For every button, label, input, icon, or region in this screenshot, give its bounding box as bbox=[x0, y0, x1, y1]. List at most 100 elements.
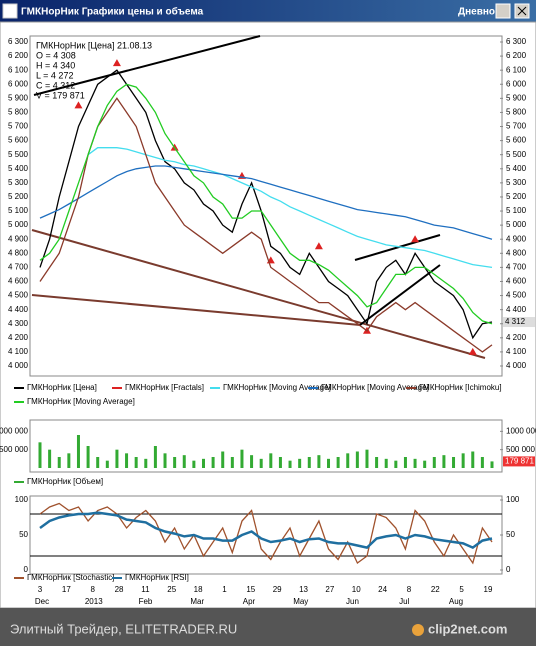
y-tick-label: 6 100 bbox=[506, 65, 527, 74]
y-tick-label: 4 900 bbox=[506, 234, 527, 243]
x-tick-label: 1 bbox=[222, 585, 227, 594]
trend-line bbox=[33, 35, 261, 96]
volume-panel bbox=[29, 419, 503, 473]
x-tick-label: 27 bbox=[325, 585, 334, 594]
volume-bar bbox=[144, 458, 148, 468]
y-tick-label: 500 000 bbox=[506, 445, 535, 454]
title-bar bbox=[0, 0, 536, 22]
y-tick-label: 4 500 bbox=[506, 291, 527, 300]
x-tick-label: 29 bbox=[273, 585, 282, 594]
volume-bar bbox=[259, 458, 263, 468]
y-tick-label: 0 bbox=[506, 565, 511, 574]
x-tick-label: 19 bbox=[484, 585, 493, 594]
series-line bbox=[39, 97, 493, 353]
x-tick-label: 15 bbox=[246, 585, 255, 594]
y-tick-label: 5 500 bbox=[506, 150, 527, 159]
volume-bar bbox=[490, 461, 494, 468]
volume-bar bbox=[471, 451, 475, 468]
y-tick-label: 5 900 bbox=[8, 93, 29, 102]
footer-brand: clip2net.com bbox=[428, 621, 507, 636]
y-tick-label: 5 700 bbox=[506, 122, 527, 131]
info-text: C = 4 312 bbox=[36, 80, 75, 90]
volume-bar bbox=[355, 451, 359, 468]
volume-bar bbox=[327, 458, 331, 468]
y-tick-label: 5 200 bbox=[506, 192, 527, 201]
x-tick-label: 8 bbox=[407, 585, 412, 594]
volume-bar bbox=[432, 457, 436, 468]
volume-bar bbox=[48, 449, 52, 468]
volume-bar bbox=[250, 455, 254, 468]
y-tick-label: 100 bbox=[506, 495, 520, 504]
y-tick-label: 1000 000 bbox=[0, 426, 29, 435]
x-month-label: Apr bbox=[243, 597, 256, 606]
y-tick-label: 4 400 bbox=[506, 305, 527, 314]
x-month-label: Dec bbox=[35, 597, 49, 606]
fractal-marker bbox=[411, 235, 420, 243]
window-title: ГМКНорНик Графики цены и объема bbox=[21, 6, 204, 18]
x-tick-label: 8 bbox=[90, 585, 95, 594]
info-text: L = 4 272 bbox=[36, 70, 73, 80]
app-icon bbox=[2, 3, 18, 19]
volume-bar bbox=[153, 446, 157, 468]
y-tick-label: 4 600 bbox=[8, 277, 29, 286]
y-tick-label: 6 300 bbox=[8, 37, 29, 46]
series-line bbox=[39, 502, 493, 565]
y-tick-label: 4 000 bbox=[8, 361, 29, 370]
y-tick-label: 6 300 bbox=[506, 37, 527, 46]
volume-bar bbox=[288, 460, 292, 468]
x-month-label: Jul bbox=[399, 597, 409, 606]
y-tick-label: 4 300 bbox=[8, 319, 29, 328]
volume-bar bbox=[201, 458, 205, 468]
volume-bar bbox=[269, 453, 273, 468]
series-line bbox=[87, 147, 493, 269]
volume-bar bbox=[480, 457, 484, 468]
y-tick-label: 5 300 bbox=[8, 178, 29, 187]
y-tick-label: 5 300 bbox=[506, 178, 527, 187]
volume-bar bbox=[96, 457, 100, 468]
volume-bar bbox=[38, 442, 42, 468]
footer-source: Элитный Трейдер, ELITETRADER.RU bbox=[10, 621, 237, 636]
trend-line bbox=[359, 264, 441, 326]
volume-bar bbox=[134, 457, 138, 468]
y-tick-label: 6 200 bbox=[506, 51, 527, 60]
y-tick-label: 6 200 bbox=[8, 51, 29, 60]
volume-bar bbox=[211, 457, 215, 468]
x-tick-label: 3 bbox=[38, 585, 43, 594]
maximize-button[interactable] bbox=[495, 3, 511, 19]
y-tick-label: 5 700 bbox=[8, 122, 29, 131]
y-tick-label: 5 500 bbox=[8, 150, 29, 159]
y-tick-label: 5 000 bbox=[8, 220, 29, 229]
y-tick-label: 5 900 bbox=[506, 93, 527, 102]
volume-bar bbox=[57, 457, 61, 468]
x-tick-label: 18 bbox=[194, 585, 203, 594]
legend-entry: ГМКНорНик [Moving Average] bbox=[223, 383, 331, 392]
x-tick-label: 13 bbox=[299, 585, 308, 594]
period-mode[interactable]: Дневной bbox=[458, 7, 501, 18]
volume-bar bbox=[230, 457, 234, 468]
legend-entry: ГМКНорНик [RSI] bbox=[125, 573, 189, 582]
trend-line bbox=[31, 229, 486, 359]
y-tick-label: 4 800 bbox=[8, 248, 29, 257]
x-month-label: Aug bbox=[449, 597, 463, 606]
x-month-label: Mar bbox=[190, 597, 204, 606]
legend-entry: ГМКНорНик [Цена] bbox=[27, 383, 97, 392]
x-month-label: May bbox=[293, 597, 308, 606]
y-tick-label: 5 600 bbox=[506, 136, 527, 145]
volume-bar bbox=[163, 453, 167, 468]
volume-bar bbox=[413, 458, 417, 468]
y-tick-label: 6 000 bbox=[506, 79, 527, 88]
volume-bar bbox=[461, 453, 465, 468]
info-text: V = 179 871 bbox=[36, 90, 85, 100]
y-tick-label: 5 100 bbox=[506, 206, 527, 215]
x-tick-label: 25 bbox=[167, 585, 176, 594]
x-tick-label: 17 bbox=[62, 585, 71, 594]
last-value-label: 179 871 bbox=[505, 457, 534, 466]
volume-bar bbox=[86, 446, 90, 468]
y-tick-label: 5 400 bbox=[506, 164, 527, 173]
volume-bar bbox=[442, 455, 446, 468]
volume-bar bbox=[105, 460, 109, 468]
y-tick-label: 4 400 bbox=[8, 305, 29, 314]
info-text: H = 4 340 bbox=[36, 60, 75, 70]
y-tick-label: 50 bbox=[506, 530, 515, 539]
x-month-label: 2013 bbox=[85, 597, 103, 606]
